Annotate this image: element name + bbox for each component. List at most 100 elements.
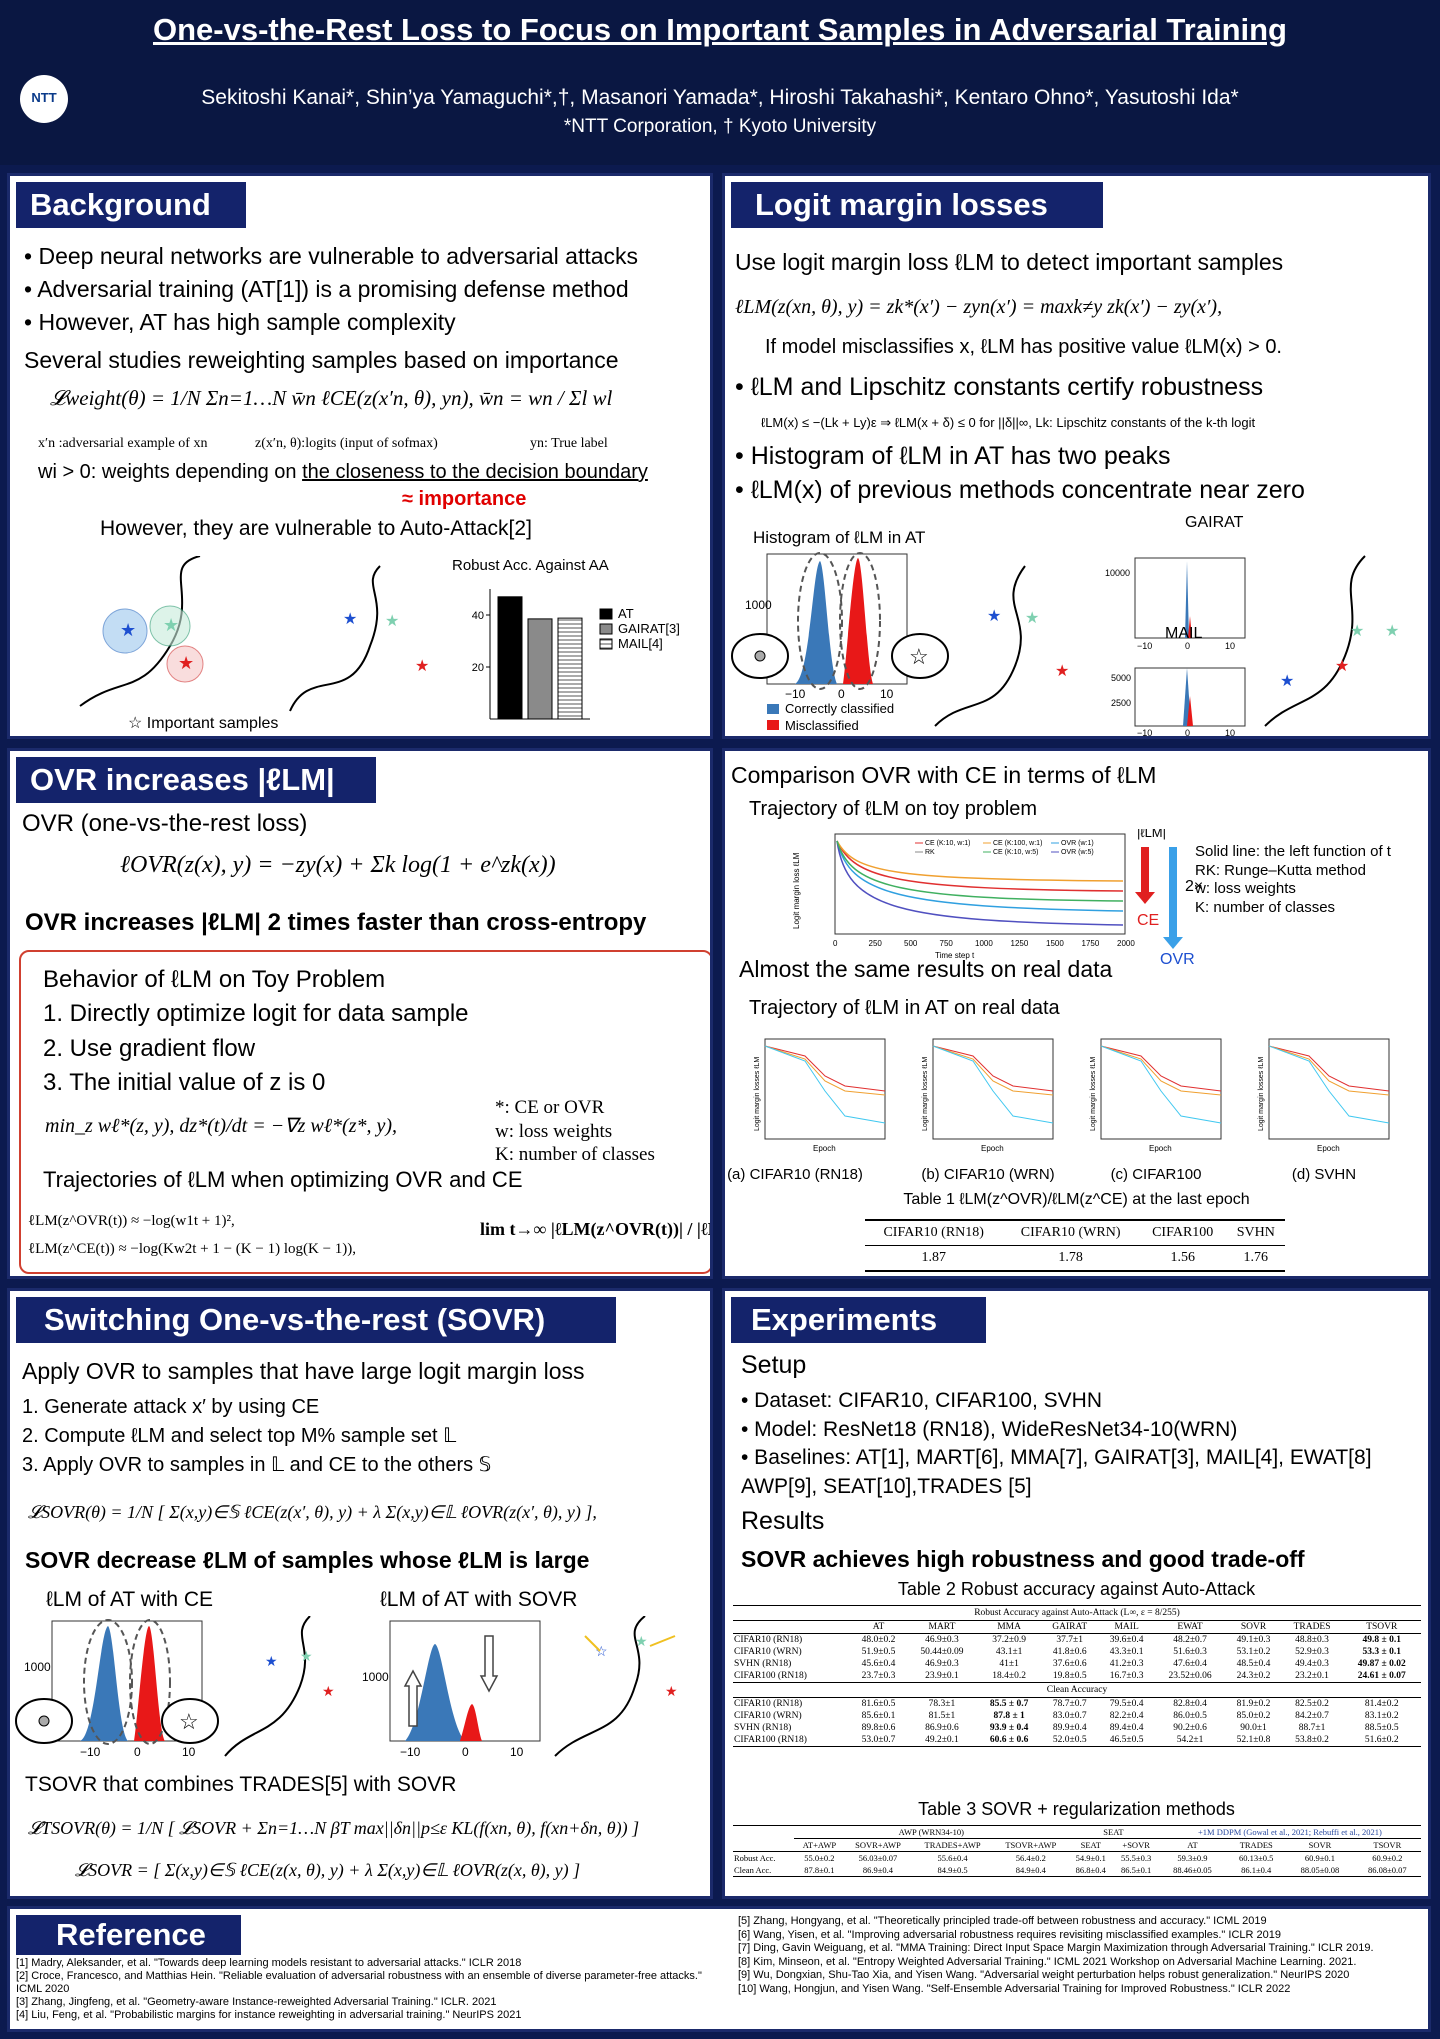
cell: 84.2±0.7 <box>1295 1711 1329 1721</box>
header-cell: CIFAR10 (RN18) <box>883 1225 984 1240</box>
table-caption: Table 3 SOVR + regularization methods <box>918 1799 1235 1819</box>
curve <box>1100 1045 1222 1092</box>
text: wi > 0: weights depending on <box>38 461 303 483</box>
axis-label: Time step t <box>935 951 975 960</box>
note-list: *: CE or OVR w: loss weights K: number of … <box>495 1096 655 1167</box>
cell: 49.1±0.3 <box>1236 1635 1271 1645</box>
cell: 86.9±0.6 <box>925 1723 959 1733</box>
cell: 48.2±0.7 <box>1173 1635 1207 1645</box>
step-text: 2. Use gradient flow <box>43 1034 256 1062</box>
cell: 86.8±0.4 <box>1075 1865 1106 1875</box>
svg-text:★: ★ <box>987 608 1001 625</box>
cell: 88.7±1 <box>1298 1723 1326 1733</box>
svg-text:☆: ☆ <box>179 1709 199 1734</box>
text: TSOVR that combines TRADES[5] with SOVR <box>25 1773 457 1796</box>
svg-text:☆: ☆ <box>909 644 929 669</box>
note-text: RK: Runge–Kutta method <box>1195 861 1366 879</box>
header-cell: TSOVR <box>1373 1840 1402 1850</box>
note: yn: True label <box>530 436 608 451</box>
figure-title: MAIL <box>1165 625 1203 642</box>
svg-text:★: ★ <box>265 1653 278 1669</box>
header-cell: SVHN <box>1236 1225 1275 1240</box>
header-cell: MMA <box>997 1622 1021 1632</box>
cell: 81.4±0.2 <box>1364 1699 1399 1709</box>
cell: 43.3±0.1 <box>1109 1647 1144 1657</box>
arrow-label: |ℓLM| <box>1137 829 1166 840</box>
formula: lim t→∞ |ℓLM(z^OVR(t))| / |ℓLM(z^CE(t))|… <box>480 1219 710 1239</box>
table-row: AWP (WRN34-10) SEAT +1M DDPM (Gowal et al.… <box>733 1825 1421 1839</box>
cell: 82.5±0.2 <box>1295 1699 1329 1709</box>
bullet-text: Deep neural networks are vulnerable to a… <box>38 243 639 269</box>
reference: [4] Liu, Feng, et al. "Probabilistic mar… <box>16 2009 716 2022</box>
curve <box>1100 1045 1222 1096</box>
bullet-text: • Baselines: AT[1], MART[6], MMA[7], GAI… <box>741 1446 1372 1469</box>
note: z(x′n, θ):logits (input of sofmax) <box>255 436 438 451</box>
note-list: Solid line: the left function of t RK: Ru… <box>1195 843 1391 917</box>
svg-text:★: ★ <box>635 1633 648 1649</box>
legend-label: RK <box>925 849 935 856</box>
tick-label: 1750 <box>1082 939 1100 948</box>
header-cell: TRADES+AWP <box>924 1840 981 1850</box>
cell: 83.0±0.7 <box>1052 1711 1087 1721</box>
bar <box>557 617 583 720</box>
header-cell: SOVR <box>1308 1840 1332 1850</box>
cell: 81.9±0.2 <box>1236 1699 1271 1709</box>
tick-label: 2000 <box>1117 939 1135 948</box>
cell: 60.6 ± 0.6 <box>989 1735 1029 1745</box>
cell: 53.0±0.7 <box>861 1735 896 1745</box>
cell: 78.3±1 <box>928 1699 956 1709</box>
text: OVR (one-vs-the-rest loss) <box>22 810 308 837</box>
header-cell: SEAT <box>1080 1840 1101 1850</box>
cell: 49.87 ± 0.02 <box>1357 1659 1406 1669</box>
cell: CIFAR100 (RN18) <box>734 1735 807 1745</box>
step: 1. Generate attack x′ by using CE <box>22 1393 491 1422</box>
step: 1. Directly optimize logit for data samp… <box>43 997 469 1032</box>
cell: 55.0±0.2 <box>804 1853 835 1863</box>
svg-text:★: ★ <box>385 613 399 630</box>
heading: Comparison OVR with CE in terms of ℓLM <box>731 762 1157 788</box>
cell: 55.6±0.4 <box>937 1853 968 1863</box>
text: However, they are vulnerable to Auto-Att… <box>100 517 532 540</box>
formula: 𝓛TSOVR(θ) = 1/N [ 𝓛SOVR + Σn=1…N βT max|… <box>28 1818 640 1838</box>
svg-text:★: ★ <box>1025 610 1039 627</box>
note: w: loss weights <box>1195 880 1391 899</box>
tick-label: −10 <box>80 1745 101 1759</box>
legend-label: OVR (w:1) <box>1061 840 1094 847</box>
cell: 18.4±0.2 <box>992 1671 1026 1681</box>
authors: Sekitoshi Kanai*, Shin’ya Yamaguchi*,†, … <box>201 86 1239 109</box>
svg-text:★: ★ <box>1335 658 1349 675</box>
table-row: CIFAR100 (RN18) 53.0±0.7 49.2±0.1 60.6 ± 0.… <box>733 1734 1421 1747</box>
reference: [6] Wang, Yisen, et al. "Improving adver… <box>738 1929 1428 1943</box>
note: x′n :adversarial example of xn <box>38 436 208 451</box>
step-text: 3. Apply OVR to samples in 𝕃 and CE to t… <box>22 1454 492 1476</box>
bullet: AWP[9], SEAT[10],TRADES [5] <box>741 1473 1372 1502</box>
ovr-panel: OVR increases |ℓLM| OVR (one-vs-the-rest… <box>7 748 713 1279</box>
cell: 90.2±0.6 <box>1173 1723 1207 1733</box>
cell: 88.05±0.08 <box>1300 1865 1340 1875</box>
arrow-label: 2× <box>1185 878 1203 895</box>
cell: 89.4±0.4 <box>1109 1723 1144 1733</box>
note: *: CE or OVR <box>495 1096 655 1120</box>
tick-label: −10 <box>400 1745 421 1759</box>
header-cell <box>733 1839 794 1852</box>
legend-label: CE (K:10, w:1) <box>925 840 971 847</box>
table: AWP (WRN34-10) SEAT +1M DDPM (Gowal et al.… <box>733 1825 1421 1877</box>
cell: CIFAR10 (RN18) <box>734 1699 803 1709</box>
arrow-label: CE <box>1137 912 1159 929</box>
step-text: 1. Generate attack x′ by using CE <box>22 1396 320 1418</box>
cell: 88.5±0.5 <box>1364 1723 1399 1733</box>
toy-figure: 0 250 500 750 1000 1250 1500 1750 2000 Time step… <box>792 829 1203 964</box>
bullet-text: Adversarial training (AT[1]) is a promis… <box>37 276 629 302</box>
header-cell: TSOVR <box>1366 1622 1398 1632</box>
table-row: CIFAR10 (RN18) 81.6±0.5 78.3±1 85.5 ± 0.7 78… <box>733 1698 1421 1711</box>
bullet: • ℓLM and Lipschitz constants certify ro… <box>735 373 1264 401</box>
cell: 89.8±0.6 <box>861 1723 896 1733</box>
tick-label: 0 <box>462 1745 469 1759</box>
header-cell: MAIL <box>1114 1622 1139 1632</box>
step: 3. Apply OVR to samples in 𝕃 and CE to t… <box>22 1451 491 1480</box>
cell: 86.08±0.07 <box>1367 1865 1407 1875</box>
svg-text:★: ★ <box>163 615 179 635</box>
figure-caption: (d) SVHN <box>1292 1166 1356 1183</box>
bullet-text: • Model: ResNet18 (RN18), WideResNet34-1… <box>741 1417 1238 1441</box>
svg-text:☆: ☆ <box>595 1643 608 1659</box>
